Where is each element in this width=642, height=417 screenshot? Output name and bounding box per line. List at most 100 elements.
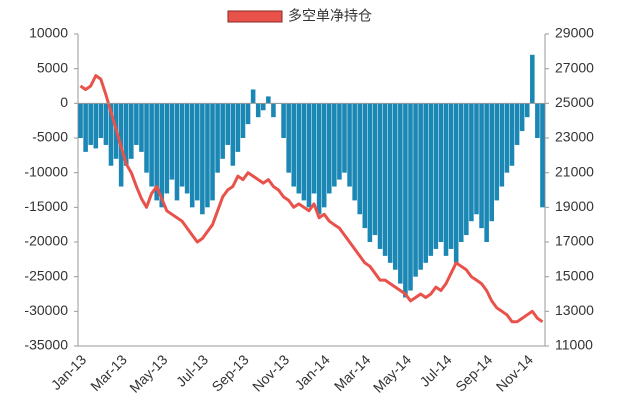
bar <box>296 103 302 194</box>
bar <box>433 103 439 249</box>
bar <box>260 103 266 111</box>
y2-tick-label: 11000 <box>555 337 593 353</box>
bar <box>514 103 520 145</box>
bar <box>357 103 363 215</box>
bar <box>504 103 510 173</box>
bar <box>443 103 449 256</box>
y-tick-label: -35000 <box>24 337 68 353</box>
bar <box>205 103 210 208</box>
bar <box>250 89 256 104</box>
y-tick-label: 0 <box>60 94 68 110</box>
bar <box>469 103 474 222</box>
bar <box>215 103 220 173</box>
bar <box>189 103 195 208</box>
bar <box>372 103 378 236</box>
y-tick-label: -5000 <box>32 129 68 145</box>
bar <box>337 103 342 180</box>
bar <box>474 103 479 215</box>
bar <box>286 103 291 173</box>
bar <box>392 103 398 270</box>
bar <box>154 103 159 201</box>
bar <box>240 103 246 138</box>
bar <box>540 103 545 208</box>
bar <box>484 103 489 242</box>
bar <box>174 103 180 201</box>
bar <box>509 103 515 166</box>
bar <box>301 103 307 201</box>
bar <box>306 103 312 208</box>
y2-tick-label: 15000 <box>555 267 594 283</box>
bar <box>332 103 337 187</box>
y2-tick-label: 13000 <box>555 302 594 318</box>
bar <box>123 103 129 166</box>
bar <box>230 103 236 166</box>
bar <box>271 103 276 118</box>
bar <box>362 103 368 229</box>
bar <box>524 103 530 118</box>
y-tick-label: -10000 <box>24 163 68 179</box>
bar <box>235 103 241 152</box>
y2-tick-label: 29000 <box>555 25 594 41</box>
bar <box>220 103 225 159</box>
bar <box>398 103 403 284</box>
y-tick-label: -15000 <box>24 198 68 214</box>
bar <box>139 103 144 152</box>
bar <box>179 103 185 187</box>
bar <box>255 103 261 118</box>
bar <box>129 103 134 159</box>
y2-tick-label: 25000 <box>555 94 594 110</box>
bar <box>428 103 434 256</box>
bar <box>408 103 413 291</box>
bar <box>225 103 231 145</box>
bar <box>195 103 200 201</box>
bar <box>149 103 154 187</box>
y-tick-label: -20000 <box>24 233 68 249</box>
bar <box>98 103 104 138</box>
bar <box>108 103 114 166</box>
bar <box>403 103 408 298</box>
bar <box>352 103 357 201</box>
bar <box>464 103 469 236</box>
bar <box>184 103 190 194</box>
bar <box>530 54 535 104</box>
bar <box>413 103 418 277</box>
bar <box>93 103 99 149</box>
bar <box>144 103 149 173</box>
bar <box>164 103 170 194</box>
bar <box>382 103 388 256</box>
bar <box>321 103 327 208</box>
bar <box>453 103 459 263</box>
bar <box>519 103 525 132</box>
legend-swatch <box>227 10 283 23</box>
bar <box>367 103 373 242</box>
bar <box>134 103 139 145</box>
bar <box>311 103 317 194</box>
bar <box>291 103 297 187</box>
y-tick-label: 5000 <box>37 59 68 75</box>
bar <box>387 103 393 263</box>
line <box>79 74 544 324</box>
bar <box>489 103 494 222</box>
bar <box>159 103 165 208</box>
bar <box>103 103 109 145</box>
bar <box>281 103 286 138</box>
y2-tick-label: 21000 <box>555 163 594 179</box>
y2-tick-label: 23000 <box>555 129 594 145</box>
bar <box>499 103 505 187</box>
y2-tick-label: 27000 <box>555 59 594 75</box>
bar <box>342 103 347 173</box>
bar <box>245 103 251 125</box>
y-tick-label: -25000 <box>24 267 68 283</box>
bar <box>266 96 271 104</box>
legend-label: 多空单净持仓 <box>288 8 372 24</box>
bar <box>494 103 500 201</box>
bar <box>169 103 175 180</box>
bar <box>326 103 332 194</box>
y2-tick-label: 17000 <box>555 233 594 249</box>
bar <box>83 103 88 152</box>
bar <box>423 103 428 263</box>
bar <box>458 103 464 242</box>
y-tick-label: -30000 <box>24 302 68 318</box>
bar <box>78 103 83 138</box>
